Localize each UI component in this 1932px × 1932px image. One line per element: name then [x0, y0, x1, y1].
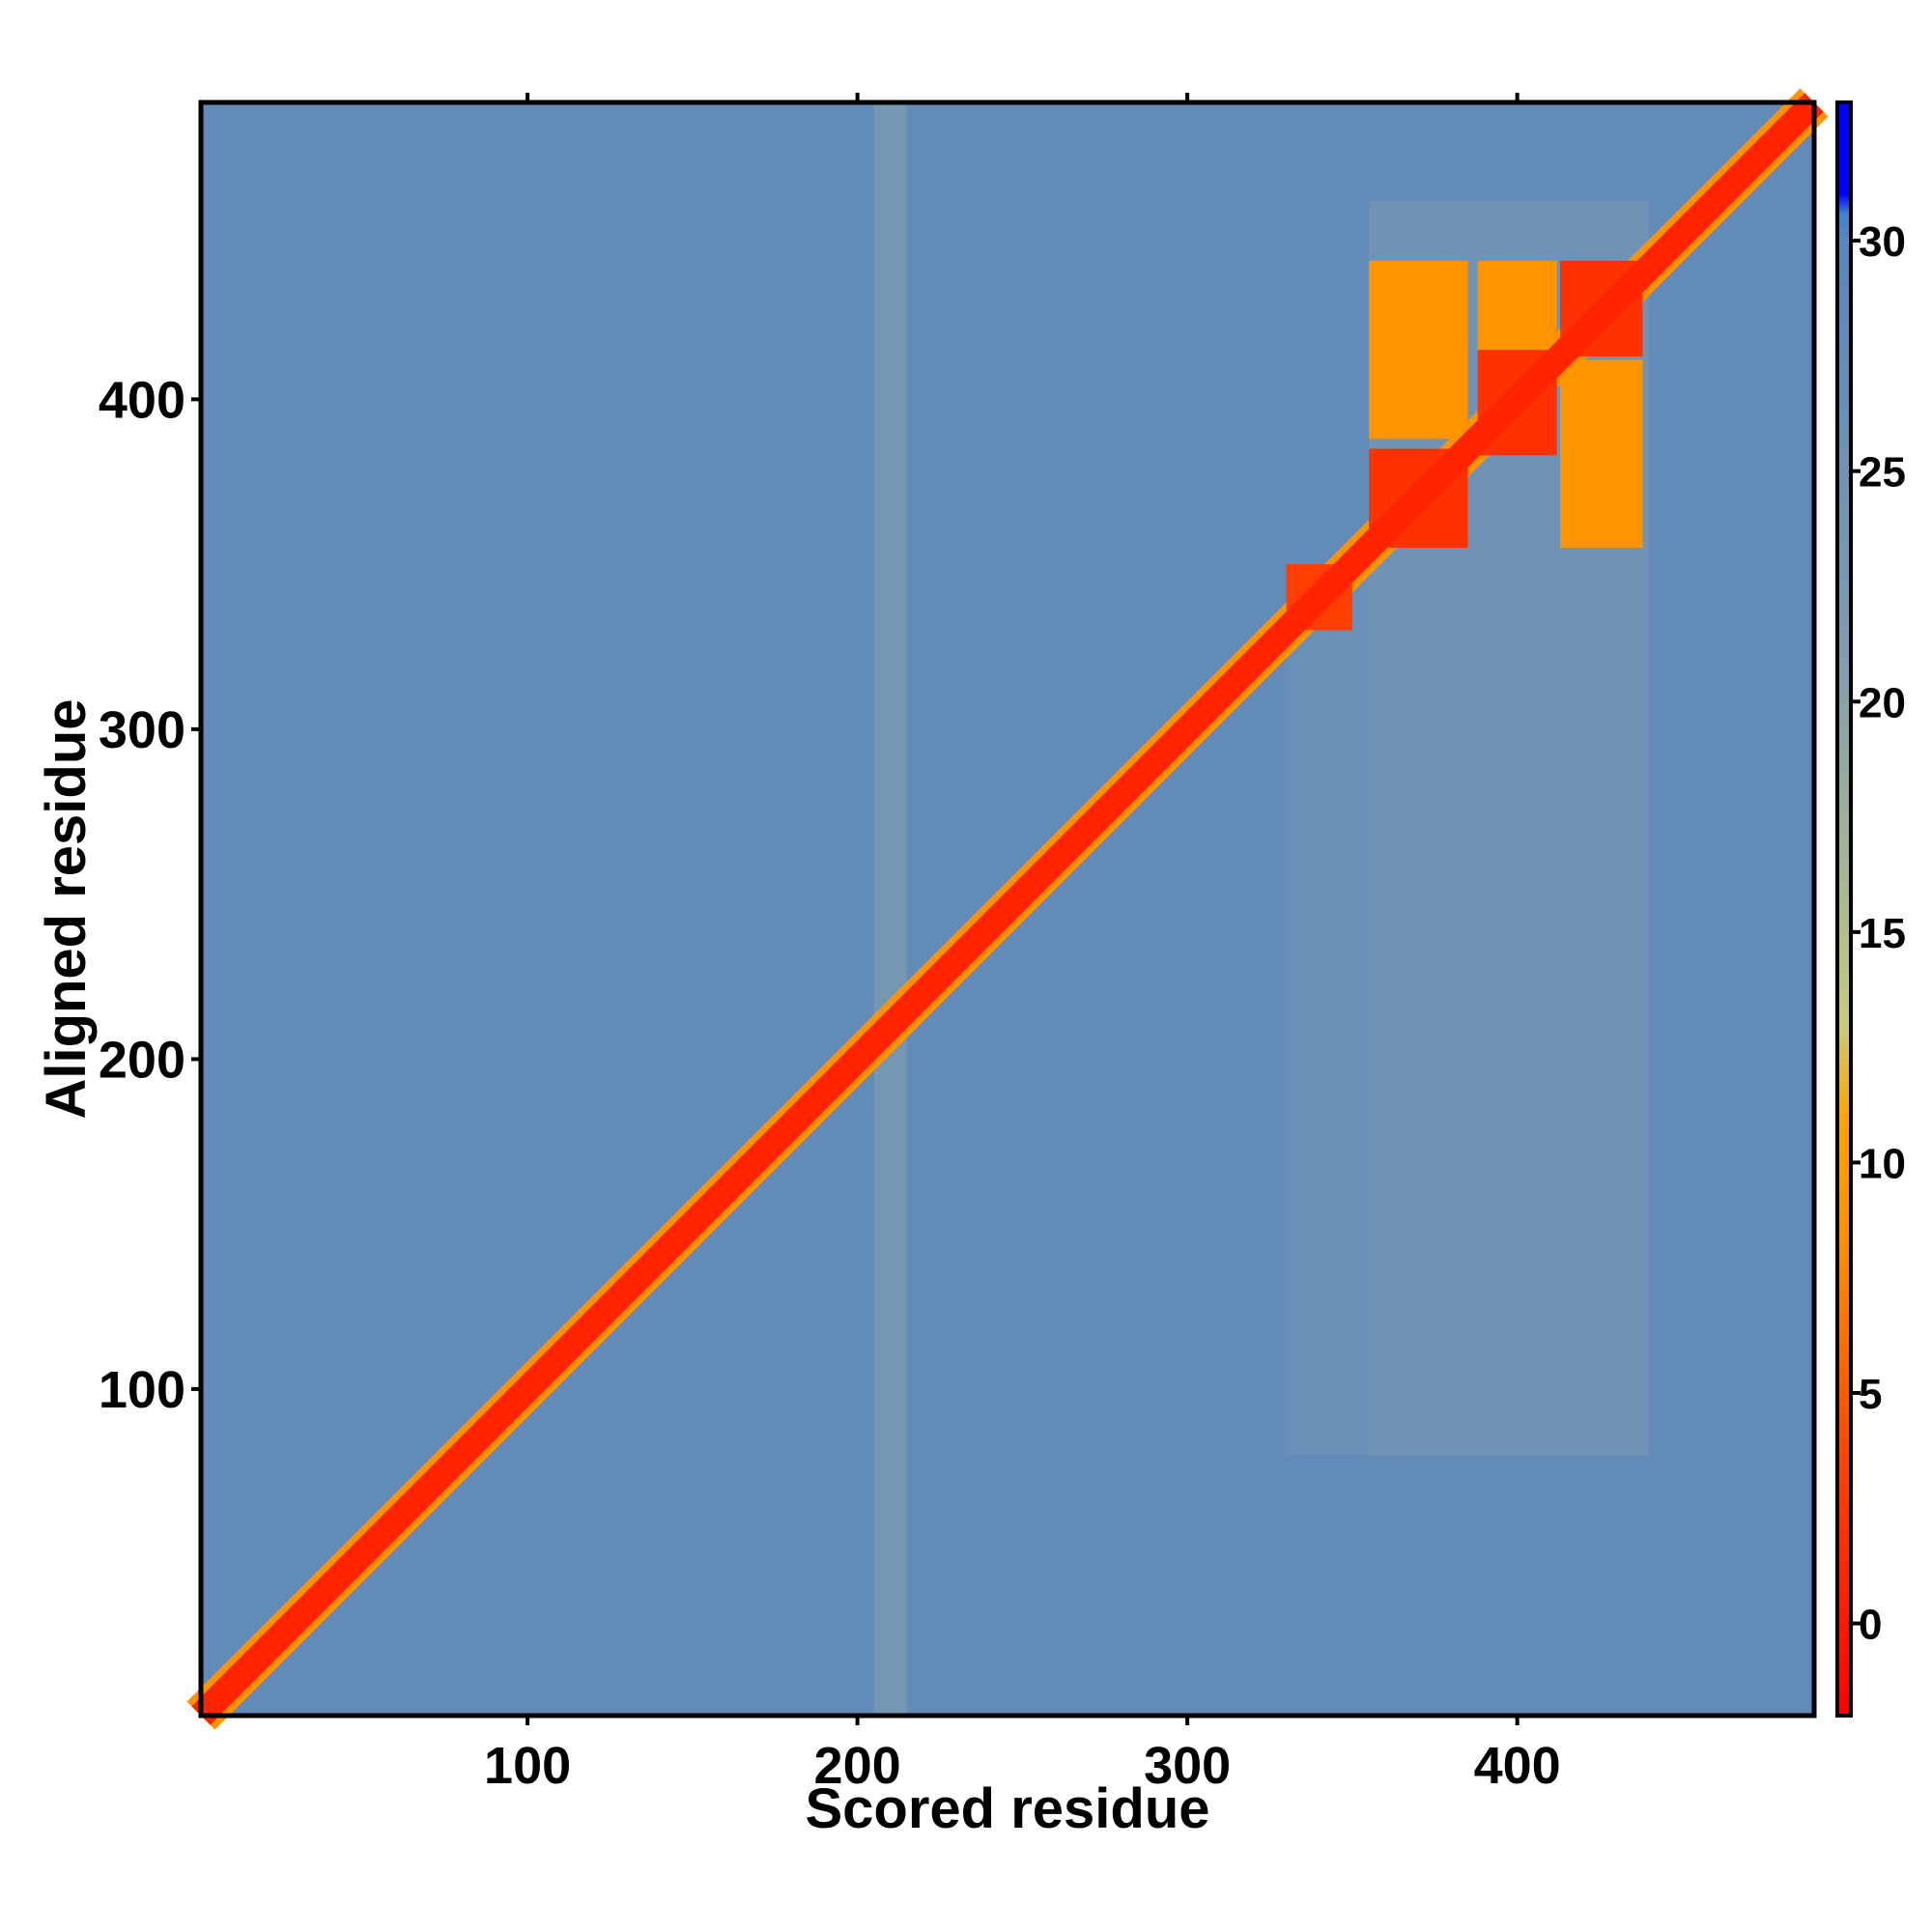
- heatmap-block-4: [1368, 260, 1468, 440]
- colorbar-tick-label-1: 5: [1859, 1371, 1882, 1418]
- x-tick-label-2: 300: [1144, 1737, 1231, 1795]
- x-axis: 100 200 300 400: [484, 93, 1561, 1795]
- x-tick-label-0: 100: [484, 1737, 571, 1795]
- x-tick-label-3: 400: [1474, 1737, 1561, 1795]
- heatmap-block-5: [1477, 260, 1557, 351]
- heatmap-block-6: [1560, 359, 1643, 549]
- y-tick-label-3: 400: [99, 371, 185, 429]
- x-axis-title: Scored residue: [805, 1777, 1209, 1840]
- y-axis-title: Aligned residue: [35, 698, 98, 1119]
- colorbar: [1835, 100, 1853, 1718]
- colorbar-axis: 0 5 10 15 20 25 30: [1851, 218, 1906, 1649]
- y-axis: 100 200 300 400: [99, 371, 201, 1419]
- plot-frame: [198, 99, 1817, 1719]
- y-tick-label-0: 100: [99, 1361, 185, 1419]
- heatmap-diagonal: [191, 93, 1824, 1725]
- y-tick-label-1: 200: [99, 1031, 185, 1089]
- y-tick-label-2: 300: [99, 701, 185, 759]
- colorbar-tick-label-4: 20: [1859, 679, 1906, 726]
- colorbar-tick-label-6: 30: [1859, 218, 1906, 266]
- heatmap-region-light-1: [873, 102, 907, 1716]
- colorbar-tick-label-5: 25: [1859, 449, 1906, 497]
- colorbar-tick-label-3: 15: [1859, 910, 1906, 957]
- heatmap-region-light-2: [1286, 564, 1386, 1456]
- colorbar-tick-label-0: 0: [1859, 1602, 1882, 1649]
- x-tick-label-1: 200: [814, 1737, 901, 1795]
- heatmap-cells: [186, 88, 1829, 1730]
- colorbar-tick-label-2: 10: [1859, 1140, 1906, 1187]
